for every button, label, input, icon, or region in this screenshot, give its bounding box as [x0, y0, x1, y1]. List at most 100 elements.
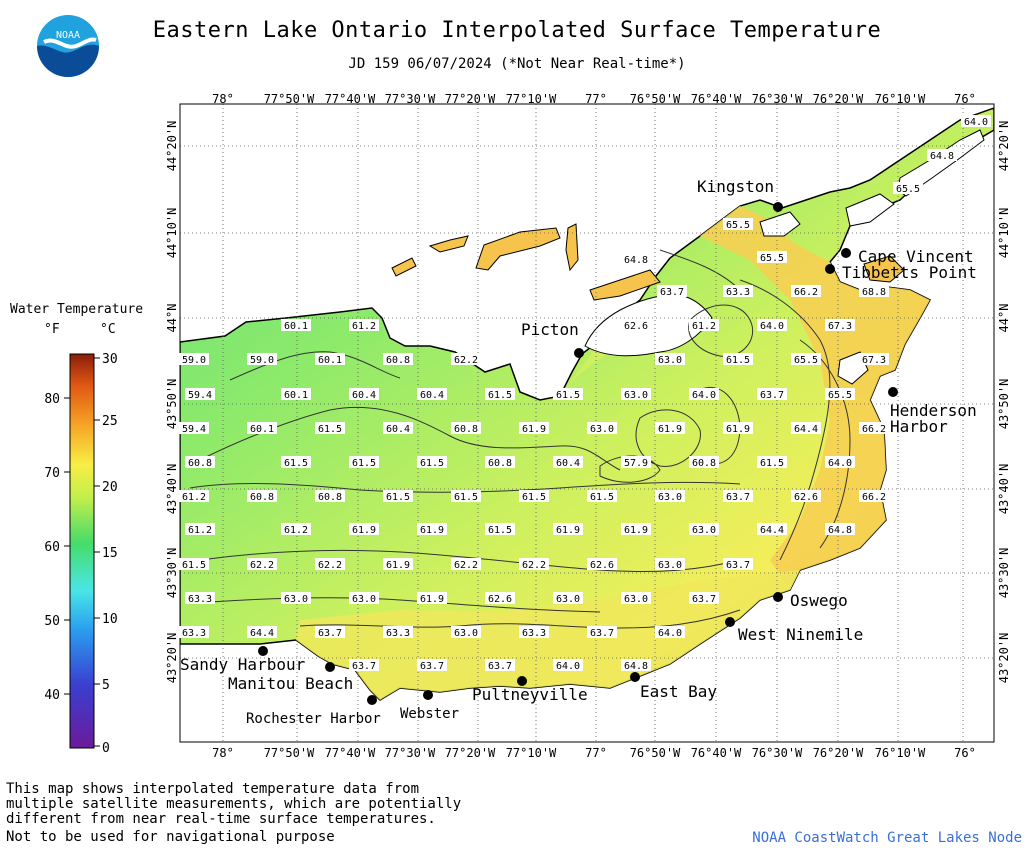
temperature-value-text: 61.2	[182, 492, 206, 503]
temperature-value-bg	[315, 490, 345, 502]
lon-label: 76°30'W	[752, 746, 803, 760]
temperature-value-bg	[179, 353, 209, 365]
temperature-value: 63.0	[587, 422, 617, 435]
footer-note-line: multiple satellite measurements, which a…	[6, 796, 462, 812]
temperature-value: 66.2	[791, 285, 821, 298]
temperature-value: 60.8	[185, 456, 215, 469]
lon-label: 77°30'W	[385, 92, 436, 106]
temperature-value-text: 61.5	[556, 390, 580, 401]
temperature-value-bg	[655, 422, 685, 434]
temperature-value-bg	[417, 456, 447, 468]
temperature-value: 63.0	[621, 592, 651, 605]
place-label: Tibbetts Point	[842, 263, 977, 282]
lon-label: 76°40'W	[691, 92, 742, 106]
temperature-value-bg	[791, 422, 821, 434]
temperature-value-text: 64.8	[624, 661, 648, 672]
temperature-value-bg	[587, 422, 617, 434]
temperature-value: 60.8	[247, 490, 277, 503]
temperature-value-bg	[451, 353, 481, 365]
temperature-value-bg	[689, 456, 719, 468]
temperature-value: 61.2	[185, 523, 215, 536]
temperature-value-text: 61.2	[692, 321, 716, 332]
temperature-value-text: 60.8	[188, 458, 212, 469]
temperature-value-text: 65.5	[726, 220, 750, 231]
temperature-value: 61.5	[417, 456, 447, 469]
city-dot	[517, 676, 527, 686]
place-label: Pultneyville	[472, 685, 588, 704]
temperature-value-bg	[757, 523, 787, 535]
temperature-value: 63.0	[451, 626, 481, 639]
temperature-value-bg	[553, 456, 583, 468]
temperature-value-bg	[349, 388, 379, 400]
temperature-value-bg	[185, 592, 215, 604]
temperature-value-text: 62.2	[318, 560, 342, 571]
temperature-value-bg	[927, 149, 957, 161]
temperature-value-text: 61.5	[726, 355, 750, 366]
temperature-value-text: 61.9	[420, 594, 444, 605]
temperature-value-text: 60.8	[692, 458, 716, 469]
temperature-value-text: 61.9	[726, 424, 750, 435]
temperature-value-bg	[185, 523, 215, 535]
temperature-value: 62.2	[451, 353, 481, 366]
lon-label: 76°50'W	[630, 746, 681, 760]
temperature-value-text: 63.7	[692, 594, 716, 605]
temperature-value-bg	[383, 626, 413, 638]
temperature-value-text: 61.2	[284, 525, 308, 536]
temperature-value-bg	[451, 422, 481, 434]
temperature-value: 59.0	[179, 353, 209, 366]
temperature-value-bg	[247, 422, 277, 434]
temperature-value-bg	[519, 626, 549, 638]
temperature-value: 61.5	[519, 490, 549, 503]
lat-label: 44°N	[997, 304, 1011, 333]
lon-label: 76°20'W	[813, 92, 864, 106]
temperature-value: 59.0	[247, 353, 277, 366]
lon-label: 76°10'W	[875, 92, 926, 106]
lon-label: 78°	[212, 746, 234, 760]
legend-f-ticks: 80 70 60 50 40	[44, 392, 70, 703]
temperature-value-text: 60.4	[386, 424, 410, 435]
temperature-value-text: 62.2	[522, 560, 546, 571]
temperature-value-bg	[621, 388, 651, 400]
temperature-value: 63.7	[587, 626, 617, 639]
temperature-value-text: 61.5	[488, 390, 512, 401]
temperature-value: 61.9	[417, 592, 447, 605]
temperature-value: 64.4	[757, 523, 787, 536]
lon-label: 77°50'W	[264, 746, 315, 760]
temperature-value-bg	[553, 388, 583, 400]
city-dot	[888, 387, 898, 397]
temperature-value: 64.0	[757, 319, 787, 332]
temperature-value-bg	[247, 558, 277, 570]
temperature-value-bg	[859, 353, 889, 365]
temperature-value-bg	[689, 592, 719, 604]
legend-c-tick: 0	[102, 741, 110, 756]
temperature-value: 61.5	[281, 456, 311, 469]
temperature-value-text: 60.8	[250, 492, 274, 503]
temperature-value-text: 64.8	[624, 255, 648, 266]
temperature-value-bg	[451, 626, 481, 638]
temperature-value: 61.5	[587, 490, 617, 503]
temperature-value: 59.4	[185, 388, 215, 401]
temperature-value: 63.7	[349, 659, 379, 672]
temperature-value: 61.9	[417, 523, 447, 536]
legend-unit-f: °F	[44, 322, 60, 337]
temperature-value-text: 60.4	[420, 390, 444, 401]
temperature-value-bg	[757, 456, 787, 468]
temperature-value-bg	[859, 285, 889, 297]
temperature-value: 61.5	[451, 490, 481, 503]
temperature-value-text: 64.0	[828, 458, 852, 469]
temperature-value-bg	[417, 592, 447, 604]
temperature-value-bg	[621, 592, 651, 604]
temperature-value: 63.0	[655, 353, 685, 366]
temperature-value-text: 63.3	[188, 594, 212, 605]
legend-c-tick: 20	[102, 480, 118, 495]
city-dot	[630, 672, 640, 682]
temperature-value: 65.5	[757, 251, 787, 264]
temperature-value: 67.3	[859, 353, 889, 366]
legend-c-tick: 10	[102, 612, 118, 627]
temperature-value-text: 63.7	[726, 492, 750, 503]
temperature-value: 62.2	[247, 558, 277, 571]
latitude-labels-right: 44°20'N 44°10'N 44°N 43°50'N 43°40'N 43°…	[997, 121, 1011, 684]
temperature-value-text: 63.7	[726, 560, 750, 571]
lat-label: 43°30'N	[997, 548, 1011, 599]
